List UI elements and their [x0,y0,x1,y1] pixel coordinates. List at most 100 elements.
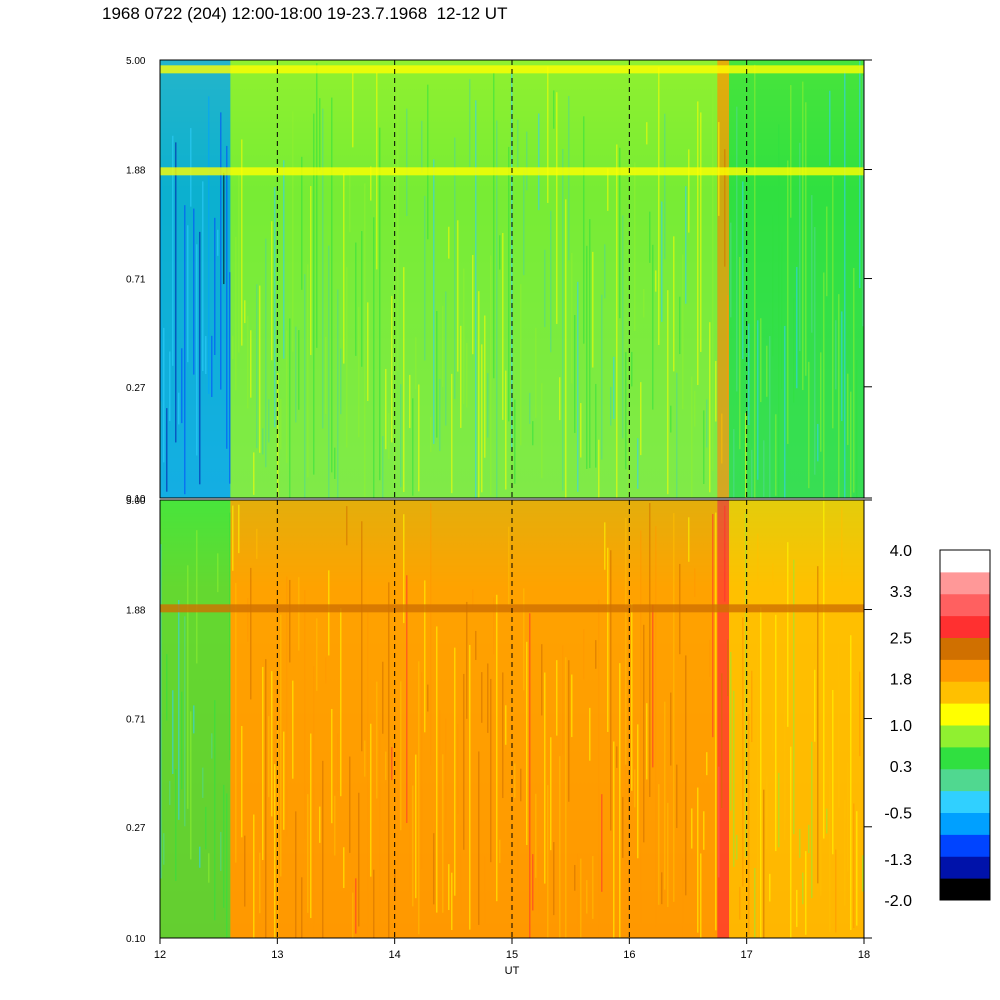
upper-streak [547,66,549,203]
lower-streak [796,889,798,927]
lower-streak [310,733,312,919]
lower-streak [835,849,837,933]
upper-streak [631,351,633,387]
upper-streak [445,291,447,426]
upper-streak [493,72,495,379]
upper-streak [424,195,426,361]
lower-streak [265,659,267,938]
x-axis-label: UT [505,965,520,977]
lower-streak [415,754,417,899]
lower-streak [766,776,768,849]
upper-streak [736,106,738,392]
colorbar-swatch [940,571,990,595]
upper-streak [661,201,663,322]
upper-streak [838,294,840,498]
upper-streak [808,361,810,489]
lower-streak [637,724,639,859]
lower-streak [805,851,807,935]
lower-streak [466,601,468,719]
upper-streak [229,272,231,484]
lower-streak [448,864,450,911]
lower-streak [457,723,459,815]
upper-streak [403,267,405,492]
upper-streak [418,384,420,492]
lower-streak [244,835,246,907]
lower-streak [190,711,192,860]
lower-streak [472,589,474,611]
upper-streak [700,112,702,352]
upper-streak [862,75,864,327]
lower-streak [817,566,819,884]
lower-streak [340,608,342,797]
lower-streak [688,517,690,562]
lower-streak [193,705,195,734]
upper-streak [388,412,390,460]
lower-streak [703,811,705,850]
upper-streak [178,392,180,425]
lower-streak [355,878,357,934]
lower-streak [421,672,423,870]
upper-streak [589,219,591,469]
x-tick-label: 17 [741,949,753,961]
upper-streak [340,348,342,415]
upper-streak [307,264,309,478]
lower-streak [829,761,831,932]
upper-streak [544,249,546,328]
upper-streak [610,386,612,426]
lower-streak [205,806,207,850]
upper-streak [460,325,462,428]
lower-streak [553,842,555,916]
lower-streak [178,600,180,820]
lower-streak [334,795,336,856]
lower-streak [751,670,753,743]
lower-streak [469,644,471,930]
lower-streak [694,568,696,598]
lower-streak [214,700,216,921]
upper-streak [688,149,690,233]
lower-streak [859,671,861,757]
colorbar-swatch [940,812,990,835]
lower-streak [505,705,507,745]
upper-streak [637,438,639,489]
lower-streak [586,880,588,914]
upper-streak [250,330,252,398]
upper-streak [232,335,234,360]
lower-streak [412,785,414,907]
upper-streak [694,390,696,427]
y-tick-label: 0.10 [126,934,146,945]
y-tick-label: 1.88 [126,166,146,177]
upper-streak [685,186,687,304]
upper-streak [523,169,525,276]
lower-segment-1 [230,500,718,938]
upper-streak [253,452,255,495]
upper-streak [181,348,183,424]
upper-streak [679,296,681,355]
upper-streak [604,244,606,299]
lower-streak [361,521,363,752]
upper-streak [667,290,669,495]
lower-streak [622,797,624,858]
lower-streak [700,853,702,938]
lower-streak [352,892,354,938]
upper-streak [298,330,300,410]
colorbar-tick-label: 4.0 [890,543,912,560]
lower-streak [526,641,528,845]
upper-streak [466,342,468,408]
upper-streak [499,235,501,270]
lower-streak [634,769,636,808]
lower-streak [739,886,741,920]
upper-streak [289,318,291,498]
upper-streak [226,145,228,449]
upper-streak [199,231,201,485]
upper-streak [796,266,798,389]
upper-streak [697,101,699,385]
lower-streak [676,764,678,829]
x-tick-label: 15 [506,949,518,961]
upper-streak [487,373,489,438]
lower-streak [433,833,435,905]
y-tick-label: 5.00 [126,56,146,67]
upper-streak [337,289,339,498]
lower-streak [628,613,630,933]
upper-streak [616,144,618,498]
lower-streak [487,663,489,733]
